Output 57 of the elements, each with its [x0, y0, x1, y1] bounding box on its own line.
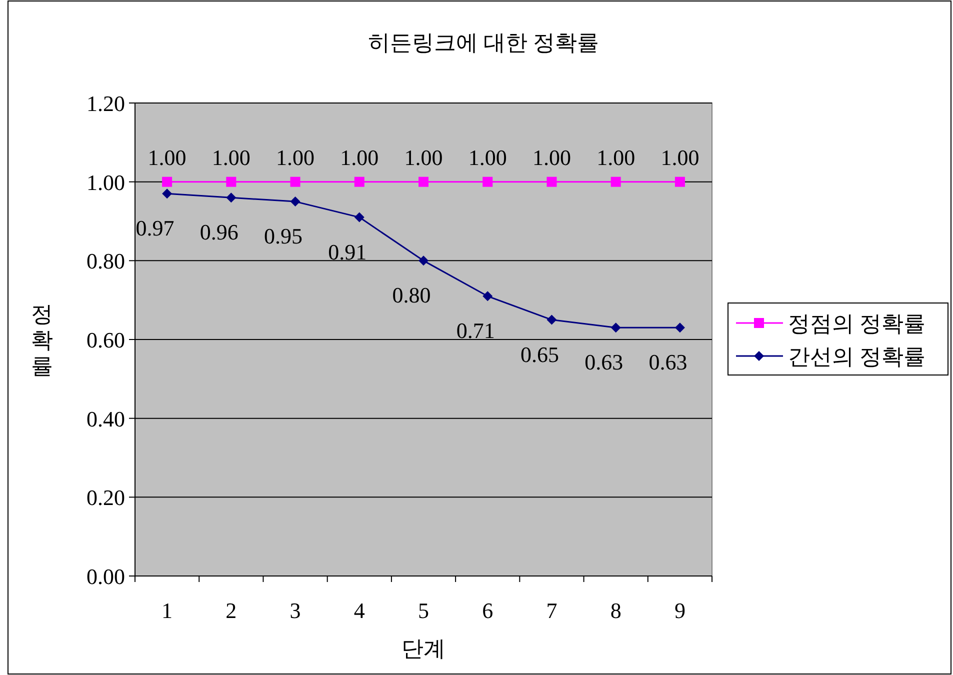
- x-tick-label: 6: [482, 598, 494, 623]
- point: [674, 176, 685, 187]
- data-label: 0.63: [584, 350, 624, 375]
- data-label: 1.00: [148, 144, 186, 170]
- legend-label: 정점의 정확률: [788, 311, 926, 336]
- x-tick-label: 4: [354, 598, 365, 623]
- data-label: 0.71: [456, 318, 495, 344]
- y-tick-label: 0.40: [86, 406, 125, 432]
- data-label: 0.65: [520, 342, 559, 367]
- data-label: 1.00: [212, 144, 250, 170]
- point: [354, 212, 364, 222]
- data-label: 0.63: [648, 350, 688, 375]
- point: [290, 196, 300, 207]
- x-tick-label: 9: [674, 598, 686, 623]
- point: [418, 176, 428, 187]
- y-tick-label: 0.00: [86, 564, 125, 589]
- data-label: 1.00: [596, 144, 636, 170]
- x-tick-label: 3: [290, 598, 301, 623]
- x-tick-label: 2: [226, 598, 237, 623]
- data-label: 1.00: [276, 144, 315, 170]
- data-label: 1.00: [340, 144, 379, 170]
- point: [290, 176, 300, 187]
- data-label: 0.96: [200, 220, 238, 245]
- y-tick-label: 0.20: [86, 485, 125, 510]
- data-label: 0.95: [264, 224, 303, 249]
- point: [162, 176, 172, 187]
- point: [162, 188, 172, 199]
- point: [354, 176, 364, 187]
- point: [226, 192, 236, 203]
- data-label: 0.80: [392, 282, 431, 308]
- point: [546, 176, 557, 187]
- data-label: 1.00: [468, 144, 507, 170]
- y-tick-label: 0.60: [86, 328, 125, 352]
- point: [610, 322, 621, 333]
- point: [226, 176, 236, 187]
- y-axis-title: 정확률: [31, 302, 53, 378]
- x-tick-label: 7: [546, 598, 558, 623]
- data-label: 0.91: [328, 239, 367, 264]
- x-tick-label: 5: [418, 598, 429, 623]
- y-tick-label: 1.00: [86, 170, 125, 195]
- x-axis-title: 단계: [402, 636, 446, 661]
- data-label: 1.00: [404, 144, 443, 170]
- point: [482, 291, 493, 302]
- point: [482, 176, 493, 187]
- point: [610, 176, 621, 187]
- point: [674, 322, 685, 333]
- point: [418, 256, 428, 266]
- data-label: 1.00: [532, 144, 571, 170]
- point: [546, 314, 557, 325]
- data-label: 0.97: [136, 216, 174, 241]
- y-tick-label: 0.80: [86, 248, 125, 274]
- y-tick-label: 1.20: [86, 91, 125, 116]
- data-label: 1.00: [660, 144, 700, 170]
- chart-title: 히든링크에 대한 정확률: [368, 30, 599, 55]
- legend-label: 간선의 정확률: [788, 344, 926, 369]
- x-tick-label: 8: [610, 598, 622, 623]
- x-tick-label: 1: [162, 598, 173, 623]
